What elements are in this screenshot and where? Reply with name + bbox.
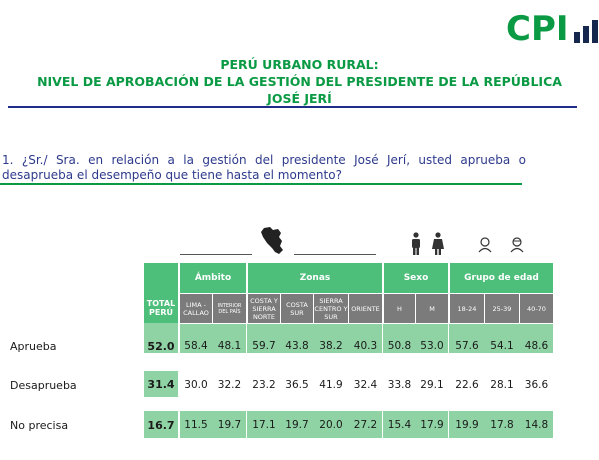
group-ambito-header: Ámbito xyxy=(180,263,246,293)
table-cell: 14.8 xyxy=(524,419,549,431)
table-cell: 19.7 xyxy=(285,419,309,431)
row-label-desaprueba: Desaprueba xyxy=(10,379,77,392)
table-cell: 15.4 xyxy=(387,419,412,431)
row-label-aprueba: Aprueba xyxy=(10,340,57,353)
total-column-bg xyxy=(144,411,178,438)
group-edad-header: Grupo de edad xyxy=(450,263,553,293)
table-cell: 20.0 xyxy=(319,419,343,431)
table-cell: 53.0 xyxy=(420,340,444,352)
table-cell: 48.6 xyxy=(524,340,549,352)
table-cell: 27.2 xyxy=(353,419,378,431)
report-title-line2: NIVEL DE APROBACIÓN DE LA GESTIÓN DEL PR… xyxy=(37,74,562,89)
table-cell: 59.7 xyxy=(252,340,276,352)
logo-text: CPI xyxy=(506,9,569,49)
adult-person-icon xyxy=(510,237,524,253)
sub-edad-25-39: 25-39 xyxy=(485,294,519,323)
sub-oriente: ORIENTE xyxy=(349,294,382,323)
total-column-bg xyxy=(144,371,178,397)
female-person-icon xyxy=(432,232,444,255)
blank-line-right xyxy=(294,254,376,255)
row-noprecisa-bg xyxy=(180,411,553,438)
sub-hombre: H xyxy=(384,294,415,323)
blank-line-left xyxy=(180,254,252,255)
table-cell: 19.7 xyxy=(217,419,242,431)
sub-edad-40-70: 40-70 xyxy=(520,294,553,323)
table-cell: 32.2 xyxy=(217,379,242,391)
row-label-noprecisa: No precisa xyxy=(10,419,69,432)
sub-lima-callao: LIMA - CALLAO xyxy=(180,294,212,323)
total-peru-header: TOTAL PERÚ xyxy=(144,263,178,323)
report-title-line1: PERÚ URBANO RURAL: xyxy=(220,57,379,72)
table-cell: 22.6 xyxy=(455,379,479,391)
peru-map-icon xyxy=(261,227,283,254)
value-total-noprecisa: 16.7 xyxy=(147,419,175,432)
logo-bars-icon xyxy=(573,20,598,43)
table-cell: 36.6 xyxy=(524,379,549,391)
title-divider xyxy=(8,106,577,108)
question-underline xyxy=(0,183,522,185)
sub-sierra-centro-sur: SIERRA CENTRO Y SUR xyxy=(314,294,348,323)
table-cell: 50.8 xyxy=(387,340,412,352)
sub-mujer: M xyxy=(416,294,448,323)
table-cell: 28.1 xyxy=(490,379,514,391)
report-title-line3: JOSÉ JERÍ xyxy=(267,91,332,106)
table-cell: 11.5 xyxy=(184,419,208,431)
table-cell: 30.0 xyxy=(184,379,208,391)
male-person-icon xyxy=(412,232,420,255)
table-cell: 29.1 xyxy=(420,379,444,391)
separator xyxy=(246,263,247,438)
table-cell: 54.1 xyxy=(490,340,514,352)
table-cell: 43.8 xyxy=(285,340,309,352)
sub-edad-18-24: 18-24 xyxy=(450,294,484,323)
table-cell: 58.4 xyxy=(184,340,208,352)
cpi-logo: CPI xyxy=(506,10,598,46)
table-cell: 17.9 xyxy=(420,419,444,431)
table-cell: 17.1 xyxy=(252,419,276,431)
table-cell: 33.8 xyxy=(387,379,412,391)
value-total-aprueba: 52.0 xyxy=(147,340,175,353)
table-cell: 17.8 xyxy=(490,419,514,431)
group-zonas-header: Zonas xyxy=(248,263,382,293)
table-cell: 19.9 xyxy=(455,419,479,431)
table-cell: 48.1 xyxy=(217,340,242,352)
table-cell: 23.2 xyxy=(252,379,276,391)
row-aprueba-bg xyxy=(180,324,553,353)
table-cell: 40.3 xyxy=(353,340,378,352)
table-cell: 38.2 xyxy=(319,340,343,352)
table-cell: 32.4 xyxy=(353,379,378,391)
separator xyxy=(448,263,449,438)
survey-question: 1. ¿Sr./ Sra. en relación a la gestión d… xyxy=(2,153,526,182)
value-total-desaprueba: 31.4 xyxy=(147,378,175,391)
table-cell: 41.9 xyxy=(319,379,343,391)
young-person-icon xyxy=(478,237,492,253)
table-cell: 36.5 xyxy=(285,379,309,391)
table-cell: 57.6 xyxy=(455,340,479,352)
group-sexo-header: Sexo xyxy=(384,263,448,293)
sub-costa-sierra-norte: COSTA Y SIERRA NORTE xyxy=(248,294,280,323)
row-desaprueba-bg xyxy=(180,353,553,411)
sub-interior-pais: INTERIOR DEL PAÍS xyxy=(213,294,246,323)
sub-costa-sur: COSTA SUR xyxy=(281,294,313,323)
separator xyxy=(382,263,383,438)
